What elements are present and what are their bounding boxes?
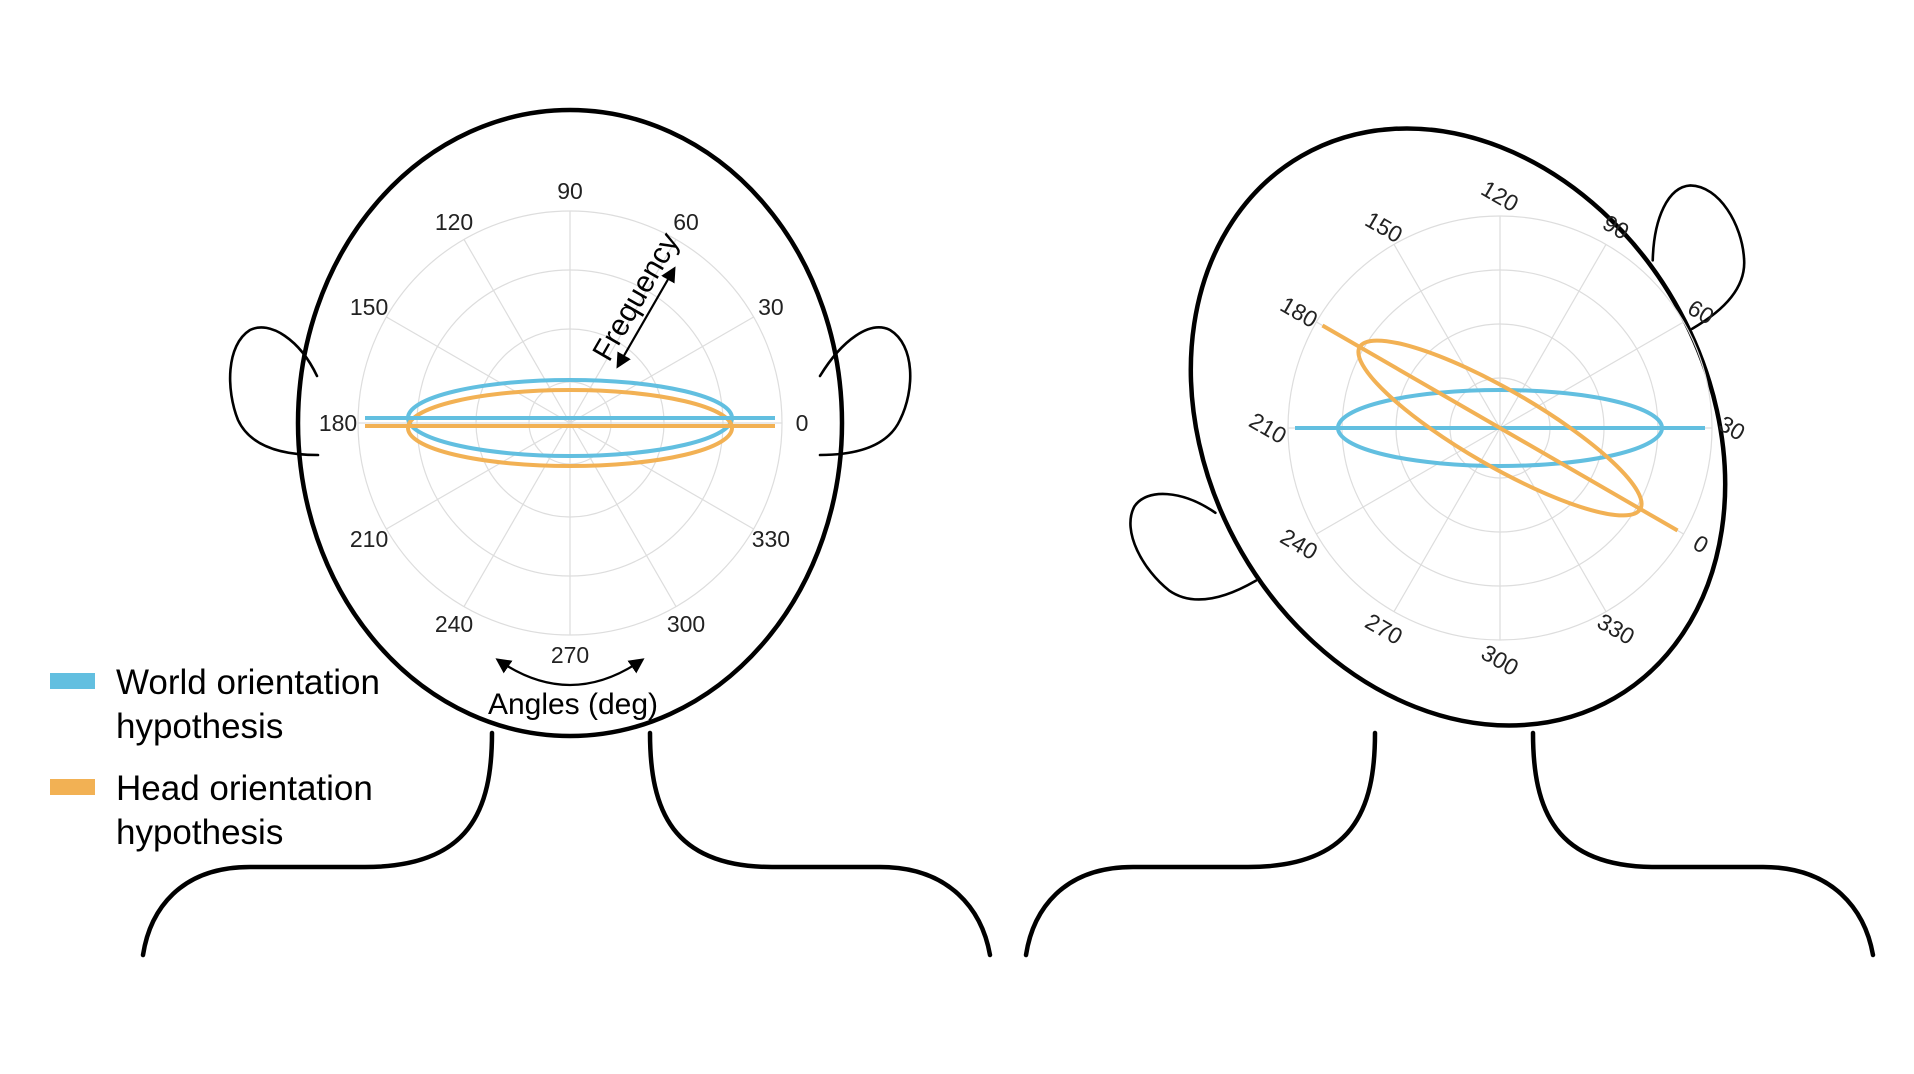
angles-label: Angles (deg)	[488, 688, 658, 721]
frequency-label: Frequency	[586, 227, 685, 366]
angles-arrow	[495, 658, 645, 686]
right-angle-tick-label: 180	[1276, 291, 1322, 333]
right-grid-spoke	[1316, 427, 1501, 535]
left-angle-tick-label: 240	[435, 611, 473, 637]
left-prediction-marks	[365, 378, 775, 468]
right-ear-left	[1129, 492, 1258, 601]
left-grid-spoke	[463, 239, 571, 424]
left-angle-tick-label: 120	[435, 209, 473, 235]
legend-swatch-head	[50, 779, 95, 795]
right-prediction-marks	[1295, 323, 1705, 533]
legend-label-world-line1: World orientation	[116, 663, 380, 702]
left-angle-tick-labels: 0 30 60 90 120 150 180 210 240 270 300 330	[319, 178, 809, 668]
right-angle-tick-label: 0	[1689, 530, 1713, 559]
right-head-outline	[1188, 126, 1728, 728]
left-polar-grid	[357, 210, 783, 636]
right-angle-tick-label: 120	[1477, 175, 1523, 217]
right-neck-shoulder-right	[1530, 730, 1876, 958]
right-angle-tick-label: 270	[1361, 608, 1407, 650]
left-angle-tick-label: 0	[796, 410, 809, 436]
right-angle-tick-label: 150	[1361, 206, 1407, 248]
left-neck-shoulder-left	[140, 730, 495, 958]
left-grid-spoke	[569, 422, 754, 530]
legend-label-head-line2: hypothesis	[116, 813, 283, 852]
right-angle-tick-label: 330	[1593, 608, 1639, 650]
right-grid-spoke	[1499, 244, 1607, 429]
left-ear-right	[818, 326, 912, 457]
left-angle-tick-label: 270	[551, 642, 589, 668]
left-angle-tick-label: 90	[557, 178, 583, 204]
left-angle-tick-label: 300	[667, 611, 705, 637]
legend-item-head: Head orientation hypothesis	[50, 769, 373, 852]
left-head-outline	[295, 107, 845, 739]
frequency-arrow	[616, 266, 676, 369]
right-angle-tick-label: 210	[1245, 407, 1291, 449]
right-tilted-head-group	[1129, 126, 1746, 728]
legend: World orientation hypothesis Head orient…	[50, 663, 380, 852]
left-grid-spoke	[386, 422, 571, 530]
right-angle-tick-label: 300	[1477, 639, 1523, 681]
right-angle-tick-label: 240	[1276, 523, 1322, 565]
legend-label-head-line1: Head orientation	[116, 769, 373, 808]
left-neck-shoulder-right	[647, 730, 993, 958]
left-angle-tick-label: 60	[673, 209, 699, 235]
legend-swatch-world	[50, 673, 95, 689]
left-ear-left	[228, 326, 320, 457]
right-grid-spoke	[1499, 321, 1684, 429]
right-neck-shoulder-left	[1023, 730, 1378, 958]
left-angle-tick-label: 210	[350, 526, 388, 552]
left-grid-spoke	[569, 422, 677, 607]
left-grid-spoke	[386, 316, 571, 424]
left-angle-tick-label: 30	[758, 294, 784, 320]
right-head-prediction-line	[1321, 323, 1679, 533]
right-grid-spoke	[1393, 427, 1501, 612]
legend-label-world-line2: hypothesis	[116, 707, 283, 746]
right-ear-right	[1651, 184, 1746, 331]
left-angle-tick-label: 330	[752, 526, 790, 552]
left-grid-spoke	[463, 422, 571, 607]
left-angle-tick-label: 150	[350, 294, 388, 320]
left-grid-spoke	[569, 316, 754, 424]
legend-item-world: World orientation hypothesis	[50, 663, 380, 746]
left-angle-tick-label: 180	[319, 410, 357, 436]
right-grid-spoke	[1499, 427, 1607, 612]
right-grid-spoke	[1393, 244, 1501, 429]
